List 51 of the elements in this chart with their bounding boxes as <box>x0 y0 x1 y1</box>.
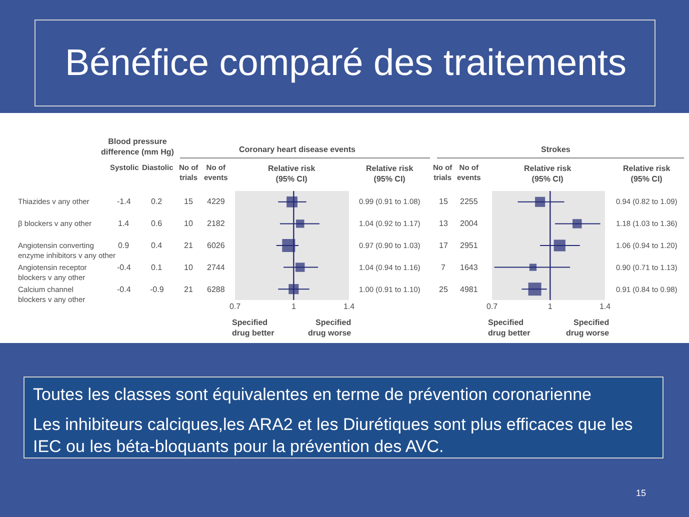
data-label: -1.4 <box>117 197 132 206</box>
data-label: 2004 <box>460 219 478 228</box>
text: Specified drug worse <box>308 318 352 338</box>
data-label: 15 <box>184 197 194 206</box>
data-label: 10 <box>184 219 194 228</box>
text: Toutes les classes sont équivalentes en terme de prévention coronarienne <box>33 385 592 404</box>
data-label: 2182 <box>207 219 226 228</box>
data-label: 21 <box>184 241 194 250</box>
x-tick-label: 1.4 <box>343 302 356 311</box>
data-label: 2951 <box>460 241 478 250</box>
data-label: 4229 <box>207 197 226 206</box>
data-label: 2744 <box>207 263 226 272</box>
data-label: 25 <box>439 285 448 294</box>
text: 15 <box>636 488 646 498</box>
data-label: 6288 <box>207 285 226 294</box>
text: Bénéfice comparé des traitements <box>65 42 626 83</box>
text: Specified drug better <box>488 318 530 338</box>
x-tick-label: 1 <box>548 302 553 311</box>
text: Relative risk (95% CI) <box>366 164 414 184</box>
text: Specified drug worse <box>566 318 610 338</box>
text: Specified drug better <box>232 318 274 338</box>
x-tick-label: 0.7 <box>229 302 242 311</box>
x-tick-label: 0.7 <box>486 302 498 311</box>
data-label: 0.6 <box>151 219 163 228</box>
data-label: 0.9 <box>118 241 130 250</box>
chart-title: Coronary heart disease events <box>239 145 356 154</box>
data-label: 10 <box>184 263 194 272</box>
data-label: 15 <box>439 197 448 206</box>
data-label: -0.9 <box>150 285 164 294</box>
data-label: 17 <box>439 241 448 250</box>
data-label: 0.1 <box>151 263 163 272</box>
data-label: 6026 <box>207 241 226 250</box>
data-label: 0.2 <box>151 197 163 206</box>
data-label: 1.4 <box>118 219 130 228</box>
data-label: 7 <box>441 263 446 272</box>
text: Les inhibiteurs calciques,les ARA2 et les Diurétiques sont plus efficaces que les IEC ou les béta-bloquants pour la prévention des AVC. <box>33 415 633 456</box>
data-label: 1643 <box>460 263 478 272</box>
data-label: -0.4 <box>117 285 132 294</box>
x-tick-label: 1 <box>291 302 296 311</box>
data-label: 13 <box>439 219 448 228</box>
text: Relative risk (95% CI) <box>623 164 671 184</box>
data-label: -0.4 <box>117 263 132 272</box>
data-label: 0.4 <box>151 241 163 250</box>
x-axis-title: Relative risk (95% CI) <box>524 164 572 184</box>
data-label: 21 <box>184 285 194 294</box>
chart-title: Strokes <box>541 145 571 154</box>
data-label: 2255 <box>460 197 478 206</box>
text: Blood pressure difference (mm Hg) <box>101 137 174 156</box>
x-tick-label: 1.4 <box>599 302 612 311</box>
data-label: 4981 <box>460 285 478 294</box>
x-axis-title: Relative risk (95% CI) <box>268 164 316 184</box>
